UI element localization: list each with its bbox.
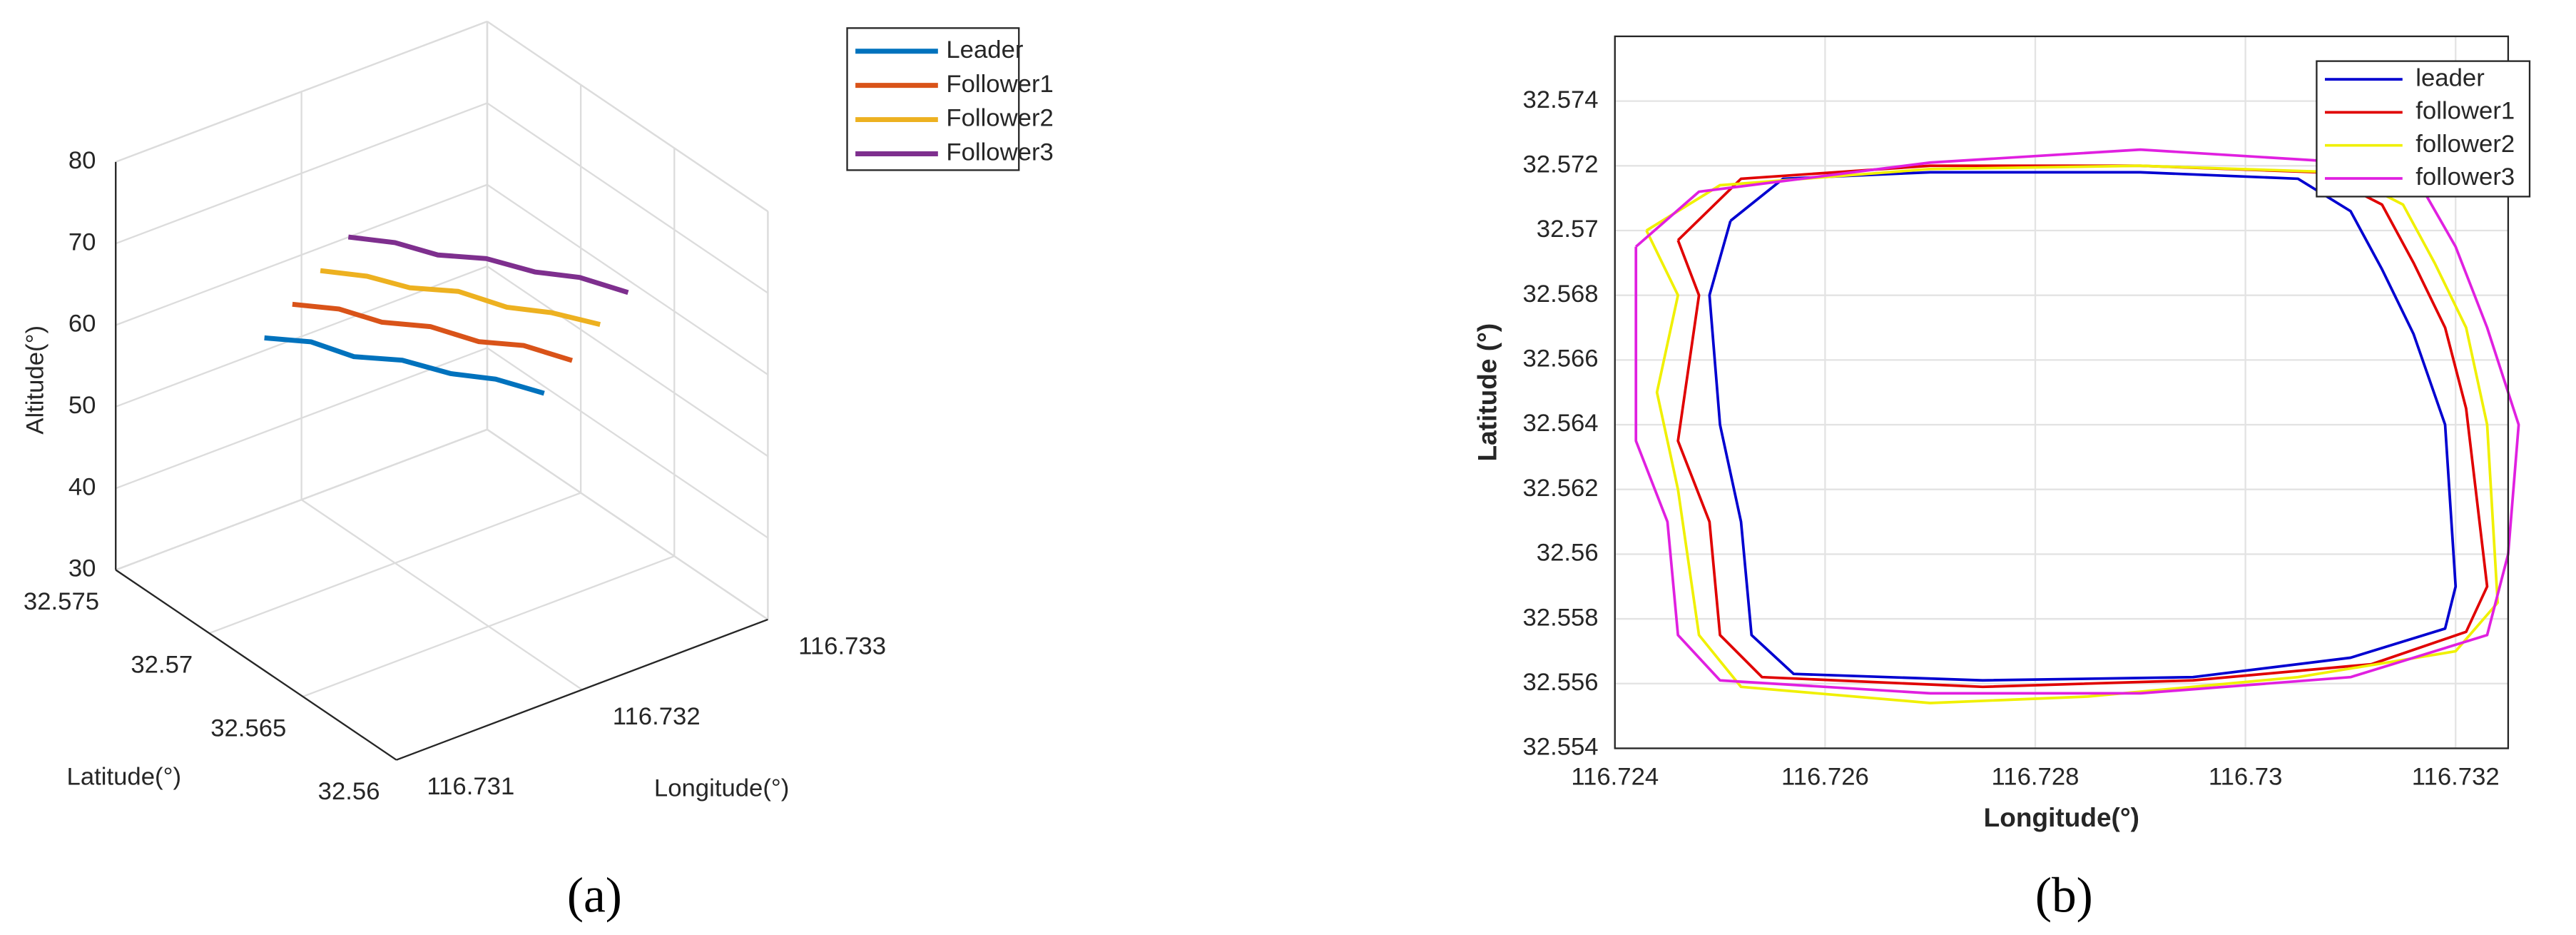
z-tick-label: 30 — [68, 555, 96, 582]
y-tick-label: 32.562 — [1522, 475, 1598, 502]
y-tick-label: 32.57 — [131, 652, 193, 679]
y-tick-label: 32.56 — [1537, 540, 1599, 567]
x-tick-label: 116.733 — [798, 632, 886, 659]
z-tick-label: 50 — [68, 392, 96, 419]
grid-line — [115, 347, 488, 490]
grid-line — [115, 183, 488, 326]
series-line — [292, 301, 574, 363]
series-line — [1645, 164, 2500, 704]
panel-label: (a) — [567, 868, 622, 923]
z-tick-label: 80 — [68, 147, 96, 174]
axes-frame — [1614, 35, 2510, 749]
legend-label: leader — [2415, 64, 2484, 91]
grid-line — [487, 266, 769, 458]
y-tick-label: 32.564 — [1522, 410, 1598, 437]
z-tick-label: 40 — [68, 473, 96, 500]
y-tick-label: 32.558 — [1522, 604, 1598, 631]
x-tick-label: 116.731 — [427, 773, 514, 800]
y-axis-label: Latitude (°) — [1472, 323, 1502, 462]
grid-line — [302, 555, 675, 698]
y-axis-label: Latitude(°) — [67, 763, 182, 790]
series-line — [264, 335, 545, 396]
y-tick-label: 32.572 — [1522, 151, 1598, 178]
series-line — [1634, 148, 2520, 695]
x-tick-label: 116.732 — [613, 703, 701, 730]
y-tick-label: 32.556 — [1522, 669, 1598, 696]
x-axis-label: Longitude(°) — [1984, 802, 2139, 832]
grid-line — [300, 499, 583, 691]
legend-label: Leader — [946, 36, 1023, 64]
legend-label: Follower1 — [946, 71, 1053, 98]
series-line — [320, 268, 601, 327]
y-tick-label: 32.566 — [1522, 345, 1598, 373]
y-tick-label: 32.57 — [1537, 216, 1599, 243]
x-tick-label: 116.732 — [2412, 763, 2500, 790]
x-tick-label: 116.724 — [1571, 763, 1659, 790]
y-axis — [115, 569, 397, 761]
legend-label: follower3 — [2415, 163, 2515, 191]
x-tick-label: 116.728 — [1992, 763, 2079, 790]
grid-line — [487, 347, 769, 539]
legend-label: follower2 — [2415, 131, 2515, 158]
z-tick-label: 70 — [68, 228, 96, 256]
x-tick-label: 116.726 — [1781, 763, 1869, 790]
y-tick-label: 32.56 — [318, 778, 380, 805]
series-line — [1708, 171, 2458, 682]
grid-line — [487, 428, 769, 620]
y-tick-label: 32.575 — [24, 588, 99, 615]
x-axis — [396, 618, 768, 761]
grid-line — [487, 183, 769, 375]
grid-line — [115, 21, 488, 163]
grid-line — [487, 102, 769, 294]
grid-line — [115, 428, 488, 571]
legend-box — [2316, 60, 2531, 198]
grid-line — [487, 21, 769, 213]
panel-label: (b) — [2035, 868, 2093, 923]
series-line — [347, 234, 629, 295]
z-tick-label: 60 — [68, 310, 96, 338]
y-tick-label: 32.565 — [210, 714, 286, 742]
y-tick-label: 32.574 — [1522, 86, 1598, 113]
grid-line — [115, 102, 488, 245]
legend-label: follower1 — [2415, 98, 2515, 125]
legend-label: Follower3 — [946, 139, 1053, 166]
legend-label: Follower2 — [946, 105, 1053, 132]
y-tick-label: 32.554 — [1522, 734, 1598, 761]
x-tick-label: 116.73 — [2209, 763, 2283, 790]
x-axis-label: Longitude(°) — [654, 774, 789, 802]
z-axis-label: Altitude(°) — [21, 325, 49, 435]
y-tick-label: 32.568 — [1522, 280, 1598, 308]
grid-line — [208, 492, 581, 635]
